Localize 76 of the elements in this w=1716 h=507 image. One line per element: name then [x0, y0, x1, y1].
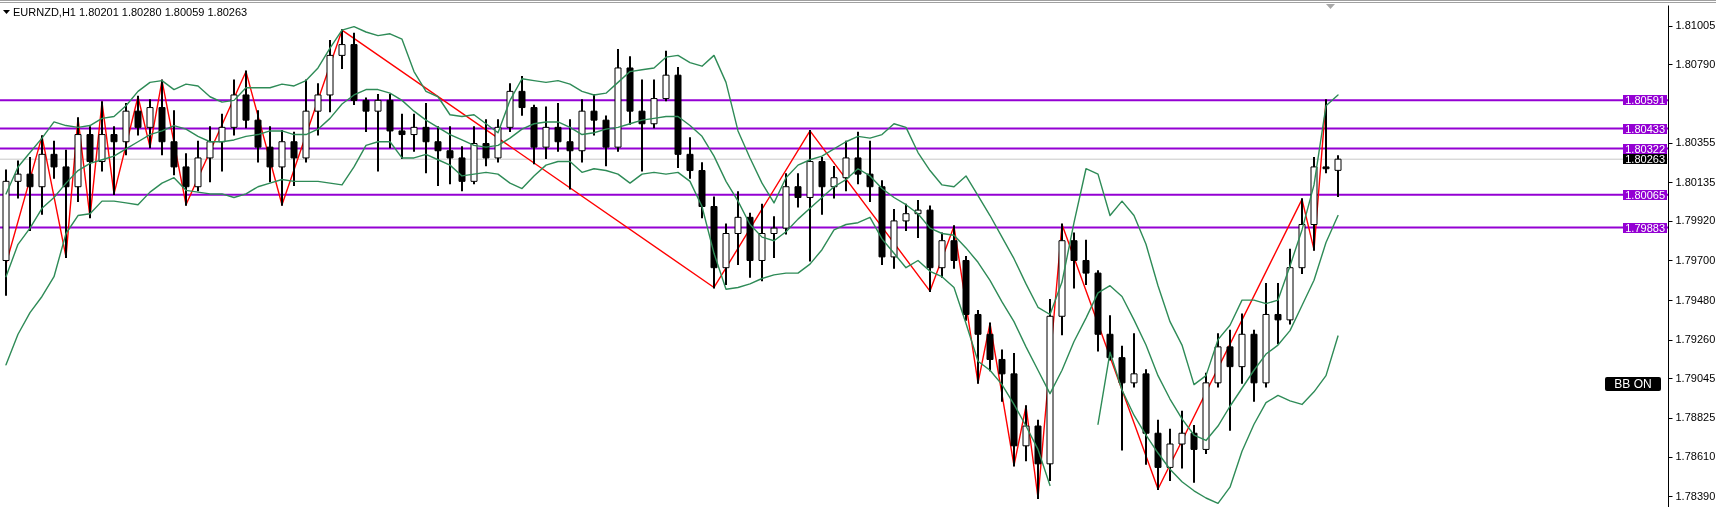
candlestick [26, 156, 34, 231]
candlestick [1190, 425, 1198, 483]
candlestick [794, 173, 802, 208]
candlestick [206, 126, 214, 183]
candlestick [182, 153, 190, 206]
candlestick [362, 97, 370, 132]
candlestick [290, 131, 298, 186]
y-tick-label: 1.78610 [1675, 450, 1716, 463]
ref-line-label: 1.79883 [1623, 221, 1667, 234]
candlestick [434, 126, 442, 186]
ref-line-label: 1.80322 [1623, 142, 1667, 155]
candlestick [62, 149, 70, 258]
y-tick-label: 1.80135 [1675, 175, 1716, 188]
candlestick [866, 140, 874, 203]
candlestick [770, 216, 778, 258]
candlestick [1022, 405, 1030, 462]
candlestick [638, 79, 646, 172]
candlestick [1082, 239, 1090, 285]
ref-line-label: 1.80591 [1623, 94, 1667, 107]
candlestick [398, 113, 406, 159]
candlestick [266, 126, 274, 183]
candlestick [338, 29, 346, 69]
candlestick [830, 165, 838, 199]
candlestick [410, 113, 418, 152]
y-tick-label: 1.81005 [1675, 19, 1716, 32]
candlestick [842, 140, 850, 192]
candlestick [482, 119, 490, 167]
y-tick-label: 1.79480 [1675, 293, 1716, 306]
candlestick [590, 93, 598, 136]
y-tick-label: 1.78390 [1675, 489, 1716, 502]
candlestick [50, 140, 58, 179]
candlestick [446, 126, 454, 185]
candlestick [554, 102, 562, 152]
candlestick [902, 203, 910, 231]
candlestick [518, 75, 526, 116]
candlestick [1178, 410, 1186, 469]
toggle-button: BB ON [1605, 377, 1661, 391]
candlestick [662, 50, 670, 102]
candlestick [146, 99, 154, 149]
candlestick [374, 93, 382, 172]
candlestick [974, 309, 982, 384]
candlestick [1070, 232, 1078, 289]
candlestick [1130, 333, 1138, 388]
candlestick [950, 225, 958, 269]
y-tick-label: 1.78825 [1675, 411, 1716, 424]
y-tick-label: 1.79700 [1675, 254, 1716, 266]
candlestick [422, 102, 430, 174]
candlestick [1226, 329, 1234, 431]
candlestick [14, 160, 22, 199]
ref-line-label: 1.80263 [1623, 153, 1667, 166]
candlestick [110, 126, 118, 195]
candlestick [914, 200, 922, 239]
candlestick [1334, 155, 1342, 197]
ref-line-label: 1.80065 [1623, 188, 1667, 201]
candlestick [458, 146, 466, 192]
candlestick [542, 106, 550, 159]
candlestick [1166, 428, 1174, 482]
candlestick [1274, 282, 1282, 345]
candlestick [314, 83, 322, 136]
ref-line-label: 1.80433 [1623, 122, 1667, 135]
y-tick-label: 1.80790 [1675, 57, 1716, 70]
candlestick [686, 137, 694, 179]
candlestick [998, 349, 1006, 402]
line-series [5, 25, 1339, 386]
y-tick-label: 1.79260 [1675, 333, 1716, 346]
y-tick-label: 1.80355 [1675, 136, 1716, 149]
y-tick-label: 1.79045 [1675, 371, 1716, 384]
y-tick-label: 1.79920 [1675, 214, 1716, 227]
candlestick [218, 113, 226, 172]
chart-title: EURNZD,H1 1.80201 1.80280 1.80059 1.80263 [13, 6, 248, 18]
candlestick [854, 131, 862, 185]
candlestick [734, 191, 742, 266]
candlestick [134, 95, 142, 136]
candlestick [566, 119, 574, 190]
candlestick [1322, 99, 1330, 174]
candlestick [1106, 315, 1114, 361]
